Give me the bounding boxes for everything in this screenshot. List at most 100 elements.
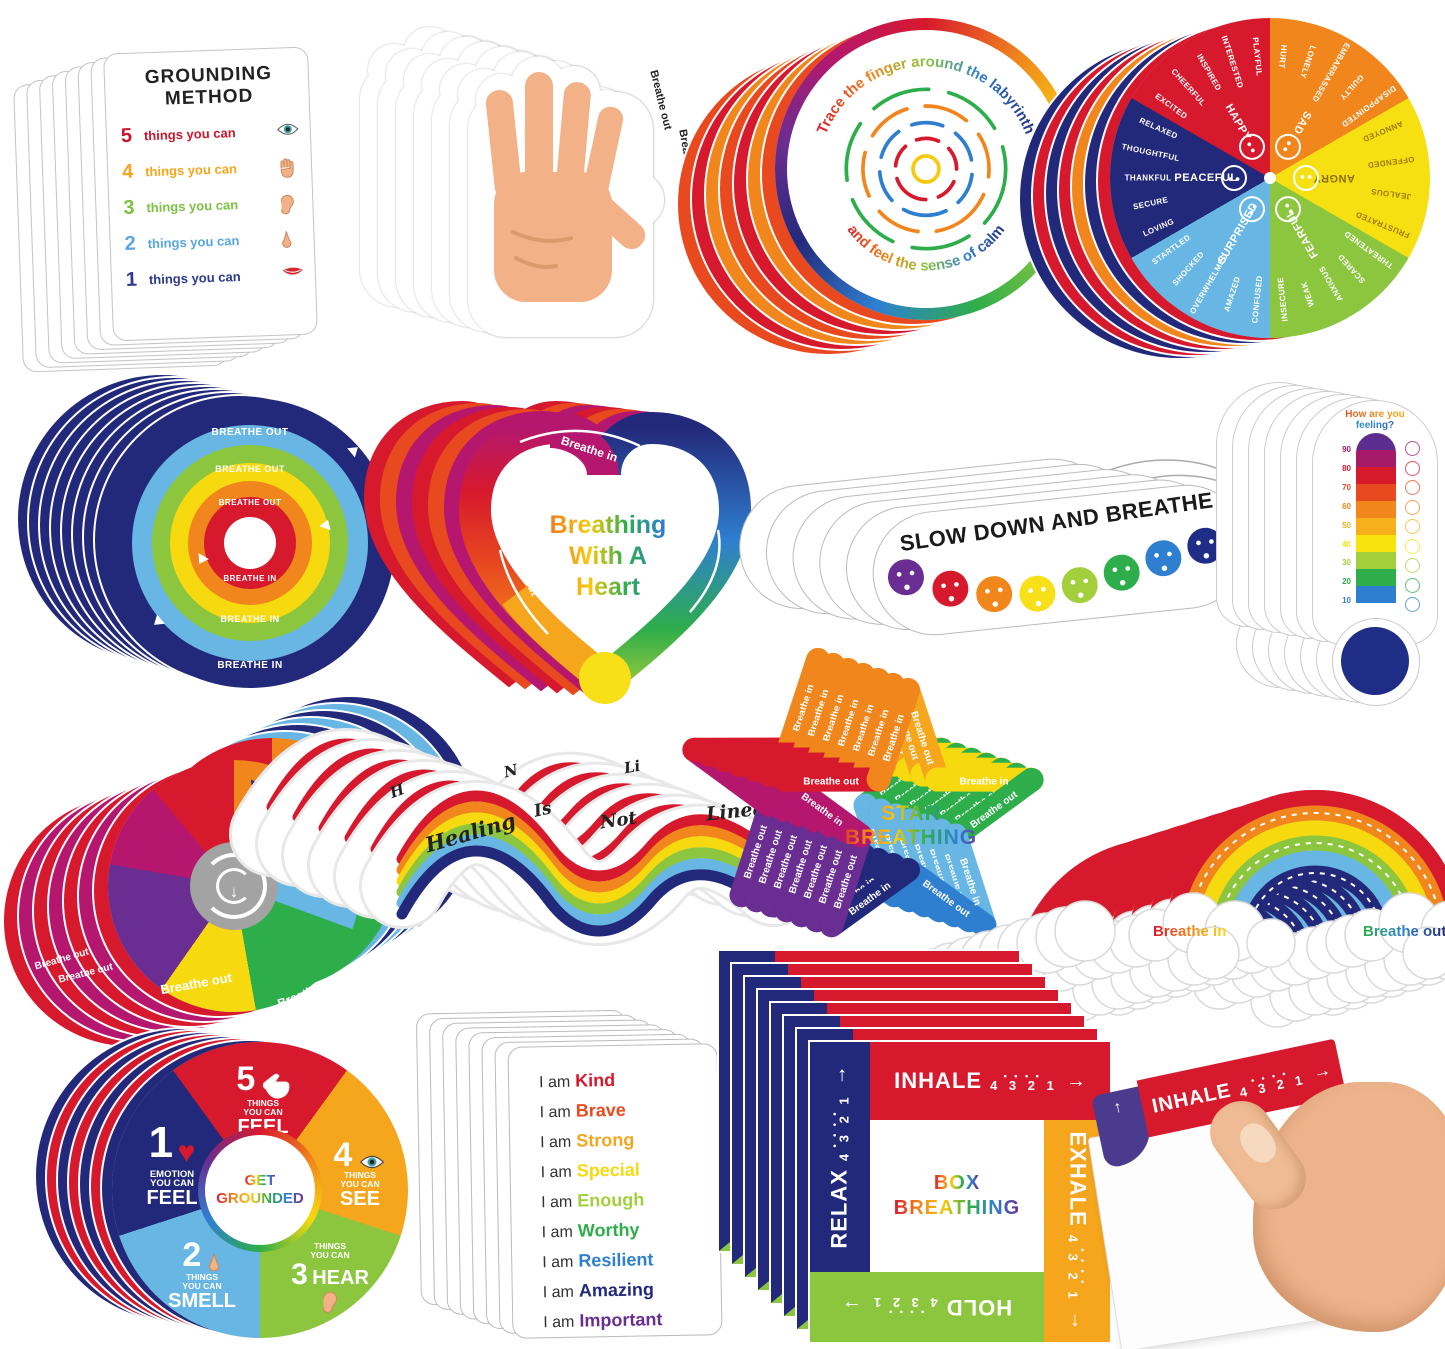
wheel-word: HURT [1277, 44, 1289, 69]
thermometer-title-line: How are you [1313, 409, 1437, 420]
grounded-segment-4: 4 THINGS YOU CAN SEE [318, 1138, 402, 1210]
box-title-line: BREATHING [893, 1197, 1021, 1219]
wheel-hub [1264, 172, 1276, 184]
star-breathing-sticker: Breathe out Breathe in Breathe out Breat… [718, 640, 1068, 990]
affirmation-word: Resilient [578, 1249, 654, 1271]
row-text: things you can [144, 161, 238, 180]
thermometer-tube [1356, 433, 1396, 603]
arrow-icon [347, 442, 362, 458]
ear-icon [322, 1291, 338, 1313]
star-label: Breathe out [803, 777, 859, 788]
face-icon [1059, 565, 1100, 605]
row-text: things you can [148, 269, 241, 288]
peel-counts: 4 3 2 1 [1237, 1065, 1307, 1101]
wheel-word: OFFENDED [1366, 154, 1415, 170]
face-icon [1143, 538, 1184, 579]
down-arrow-icon: ↓ [229, 882, 239, 902]
grounded-center-ring: GET GROUNDED [198, 1128, 322, 1252]
wheel-word: ANNOYED [1361, 118, 1405, 144]
wheel-word: GUILTY [1337, 72, 1366, 102]
wheel-word: SECURE [1132, 195, 1170, 212]
face-icon [974, 574, 1014, 614]
breathe-in-label: BREATHE IN [223, 574, 277, 583]
inhale-counts: 4 3 2 1 [990, 1071, 1058, 1092]
wheel-core-label: ANGRY [1313, 172, 1355, 184]
face-icon [930, 568, 971, 609]
wheel-word: INSECURE [1275, 276, 1290, 322]
affirmation-word: Enough [577, 1189, 645, 1211]
feelings-wheel-sticker: SAD ANGRY FEARFUL SURPRISED PEACEFUL HAP… [1110, 18, 1430, 338]
grounding-row: 5 things you can [121, 119, 301, 148]
ring-center [224, 517, 276, 569]
hand-breathing-sticker: Breathe out Breathe in Breathe out Breat… [398, 22, 743, 342]
hold-label: HOLD [945, 1295, 1013, 1320]
face-icon [1017, 573, 1058, 614]
wheel-word: ANXIOUS [1317, 264, 1345, 303]
star-title-line: BREATHING [836, 826, 986, 850]
box-title-line: BOX [933, 1172, 981, 1194]
affirmation-word: Kind [575, 1069, 616, 1091]
grounded-center: GET GROUNDED [205, 1135, 315, 1245]
heart-title-line: With A [518, 541, 698, 572]
nose-icon [279, 228, 304, 249]
breathe-in-label: BREATHE IN [220, 614, 280, 624]
nose-icon [208, 1252, 219, 1272]
eye-icon [359, 1155, 384, 1168]
row-number: 2 [124, 232, 137, 256]
face-icon [1185, 526, 1226, 566]
wheel-word: INSPIRED [1194, 52, 1224, 93]
star-label: Breathe in [960, 777, 1009, 788]
affirmation-word: Worthy [577, 1219, 640, 1241]
grounding-row: 2 things you can [124, 227, 304, 256]
relax-counts: 4 3 2 1 [830, 1093, 852, 1161]
box-breathing-title: BOX BREATHING [870, 1120, 1044, 1272]
wheel-face-icon [1293, 165, 1319, 191]
thermometer-bulb [1332, 618, 1420, 706]
get-grounded-wheel: 5 THINGS YOU CAN FEEL 4 THINGS YOU CAN SEE… [112, 1042, 408, 1338]
right-arrow-icon: → [1310, 1058, 1333, 1083]
healing-word: Is [532, 798, 554, 822]
affirmation-word: Brave [575, 1099, 626, 1121]
rainbow-breathe-in: Breathe in [1153, 923, 1227, 940]
face-icon [1101, 552, 1142, 593]
hand-illustration [398, 22, 664, 337]
rainbow-breathing-sticker: Breathe in Breathe out [1085, 735, 1445, 980]
wheel-word: SHOCKED [1170, 249, 1207, 288]
breathe-out-label: BREATHE OUT [218, 498, 282, 507]
wheel-core-label: SAD [1290, 108, 1314, 137]
peel-demo-photo: ↑ INHALE 4 3 2 1 → [1085, 1030, 1445, 1349]
wheel-word: STARTLED [1150, 232, 1193, 267]
box-breathing-card: RELAX 4 3 2 1 → INHALE 4 3 2 1 → EXHALE … [808, 1040, 1112, 1344]
wheel-word: THOUGHTFUL [1120, 142, 1181, 164]
wheel-word: RELAXED [1137, 115, 1180, 141]
face-icon [886, 557, 926, 598]
wheel-word: EXCITED [1153, 91, 1190, 121]
spiral-breathe-in: Breathe in [275, 975, 336, 1011]
wheel-word: CONFUSED [1250, 274, 1265, 324]
thermometer-card: How are you feeling? 90 80 70 60 5 [1312, 400, 1438, 645]
heart-breathing-sticker: Breathing With A Heart Breathe in Breath… [363, 380, 780, 720]
star-title-line: STAR [836, 802, 986, 826]
labyrinth-face: Trace the finger around the labyrinth an… [787, 30, 1065, 308]
wheel-word: LONELY [1298, 44, 1318, 80]
slow-down-sticker: S S S SLOW DOWN AND BREATHE [790, 440, 1255, 670]
wheel-word: CHEERFUL [1169, 66, 1208, 108]
grounding-method-card: GROUNDING METHOD 5 things you can 4 thin… [103, 46, 318, 342]
ear-icon [278, 192, 303, 214]
heart-icon: ♥ [177, 1135, 196, 1169]
affirmation-word: Amazing [578, 1279, 655, 1301]
center-line: GROUNDED [216, 1190, 304, 1207]
row-text: things you can [143, 125, 236, 144]
thermometer-scale: 90 80 70 60 50 40 30 20 10 [1342, 445, 1351, 606]
affirmation-word: Special [576, 1159, 640, 1181]
wheel-word: PLAYFUL [1250, 36, 1264, 77]
grounded-segment-1: 1 ♥ EMOTION YOU CAN FEEL [146, 1118, 198, 1209]
wheel-word: INTERESTED [1219, 34, 1246, 90]
wheel-word: FRUSTRATED [1354, 209, 1412, 240]
relax-label: RELAX [827, 1169, 853, 1249]
healing-rainbow-sticker: H N Li Healing Is Not Linear [388, 758, 817, 963]
wheel-word: AMAZED [1222, 275, 1243, 313]
grounding-row: 4 things you can [122, 155, 302, 184]
row-number: 1 [125, 268, 138, 291]
